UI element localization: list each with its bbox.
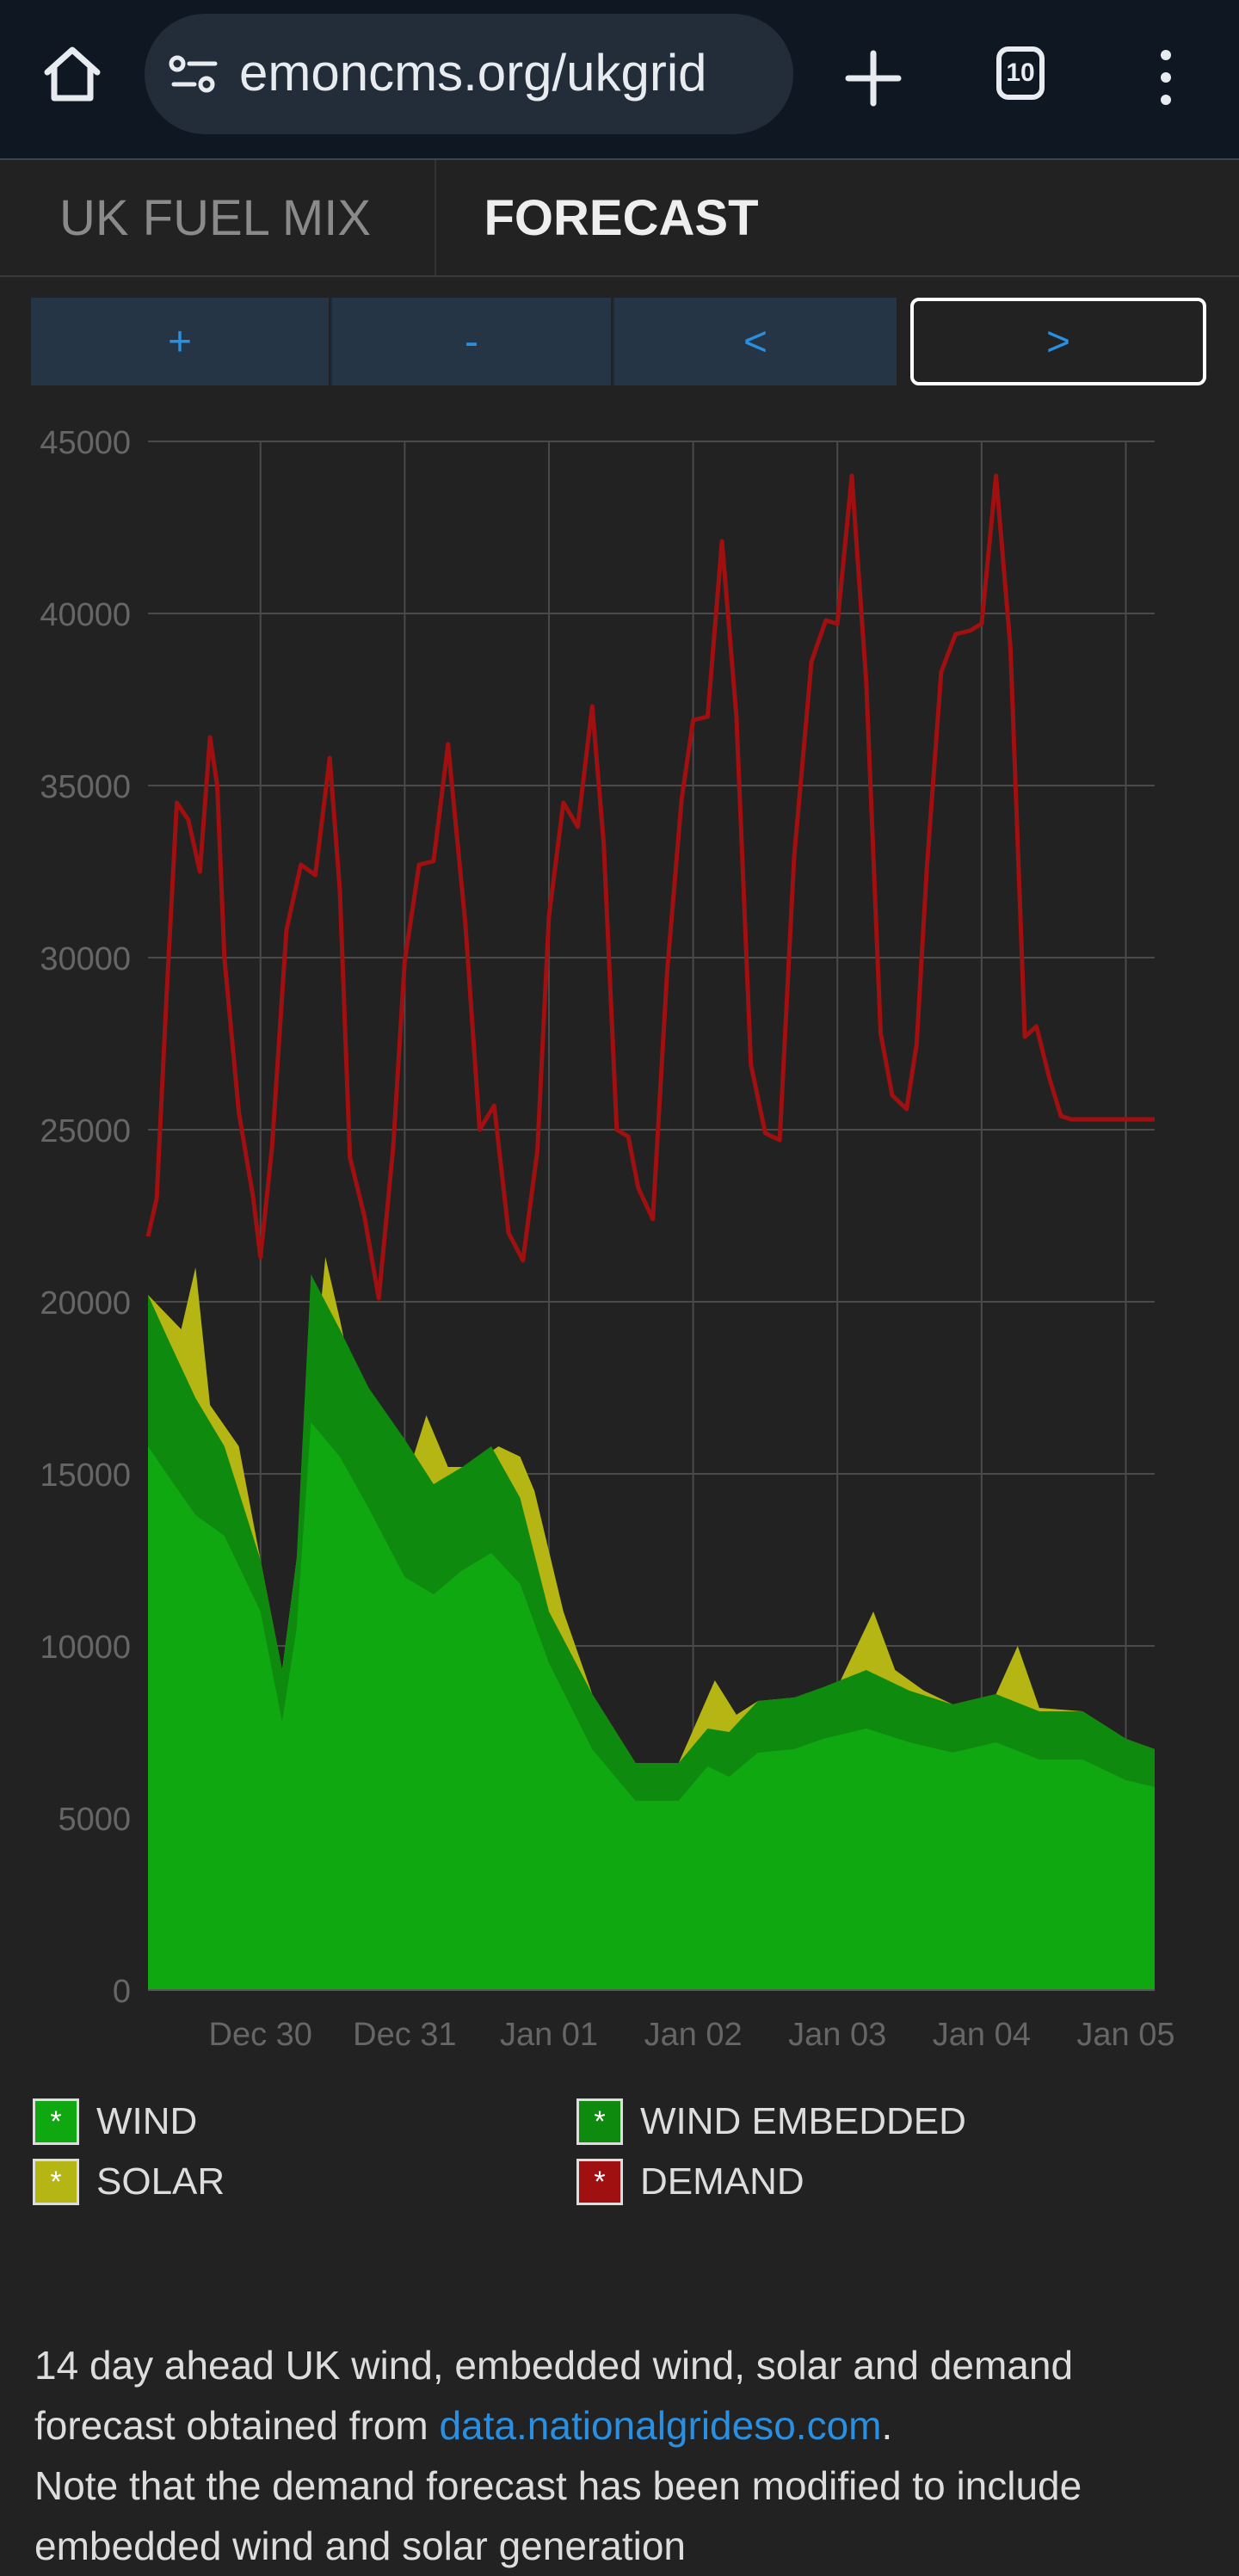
legend-item-demand[interactable]: * DEMAND [576, 2156, 804, 2208]
legend-swatch-solar: * [33, 2159, 79, 2205]
y-tick-label: 20000 [40, 1285, 131, 1322]
x-tick-label: Jan 04 [933, 2017, 1031, 2048]
zoom-out-button[interactable]: - [330, 298, 611, 385]
browser-toolbar: emoncms.org/ukgrid 10 [0, 0, 1239, 160]
pan-right-button[interactable]: > [910, 298, 1206, 385]
forecast-chart[interactable]: 0 5000 10000 15000 20000 25000 30000 35000 40000… [0, 413, 1239, 2048]
y-tick-label: 30000 [40, 941, 131, 977]
description-period: . [881, 2403, 893, 2448]
home-icon[interactable] [36, 38, 108, 110]
x-tick-label: Jan 03 [788, 2017, 886, 2048]
legend-swatch-demand: * [576, 2159, 623, 2205]
description-text: 14 day ahead UK wind, embedded wind, sol… [34, 2343, 1074, 2448]
x-tick-label: Dec 30 [209, 2017, 312, 2048]
description-note: Note that the demand forecast has been m… [34, 2463, 1082, 2568]
y-tick-label: 45000 [40, 425, 131, 461]
legend-label: WIND [96, 2100, 198, 2142]
tab-forecast[interactable]: FORECAST [435, 160, 806, 275]
y-tick-label: 15000 [40, 1457, 131, 1494]
legend-swatch-wind: * [33, 2098, 79, 2145]
legend-label: DEMAND [640, 2160, 804, 2203]
y-tick-label: 0 [113, 1974, 131, 2010]
legend-item-wind-embedded[interactable]: * WIND EMBEDDED [576, 2096, 966, 2148]
url-text[interactable]: emoncms.org/ukgrid [239, 44, 707, 102]
new-tab-plus-icon[interactable] [835, 40, 912, 117]
pan-left-button[interactable]: < [613, 298, 897, 385]
legend-item-solar[interactable]: * SOLAR [33, 2156, 225, 2208]
x-tick-label: Dec 31 [353, 2017, 456, 2048]
tab-uk-fuel-mix[interactable]: UK FUEL MIX [59, 189, 372, 246]
legend-swatch-wind-embedded: * [576, 2098, 623, 2145]
legend-item-wind[interactable]: * WIND [33, 2096, 197, 2148]
chart-legend: * WIND * WIND EMBEDDED * SOLAR * DEMAND [33, 2096, 1220, 2216]
chart-controls: + - < > [31, 298, 1206, 385]
legend-label: SOLAR [96, 2160, 225, 2203]
y-tick-label: 25000 [40, 1113, 131, 1149]
zoom-in-button[interactable]: + [31, 298, 329, 385]
wind-area [148, 1422, 1155, 1990]
x-tick-label: Jan 05 [1076, 2017, 1174, 2048]
legend-label: WIND EMBEDDED [640, 2100, 966, 2142]
nationalgrideso-link[interactable]: data.nationalgrideso.com [439, 2403, 882, 2448]
site-settings-icon[interactable] [169, 53, 220, 95]
forecast-description: 14 day ahead UK wind, embedded wind, sol… [34, 2335, 1205, 2576]
demand-line [145, 473, 1155, 1301]
page-tabs: UK FUEL MIX FORECAST [0, 160, 1239, 277]
x-tick-label: Jan 01 [500, 2017, 598, 2048]
y-tick-label: 10000 [40, 1630, 131, 1666]
y-tick-label: 35000 [40, 769, 131, 805]
x-tick-label: Jan 02 [644, 2017, 743, 2048]
y-tick-label: 5000 [58, 1802, 131, 1838]
address-bar[interactable]: emoncms.org/ukgrid [145, 14, 793, 134]
tab-switcher-button[interactable]: 10 [996, 46, 1045, 100]
more-vert-icon[interactable] [1144, 43, 1187, 112]
y-tick-label: 40000 [40, 597, 131, 633]
